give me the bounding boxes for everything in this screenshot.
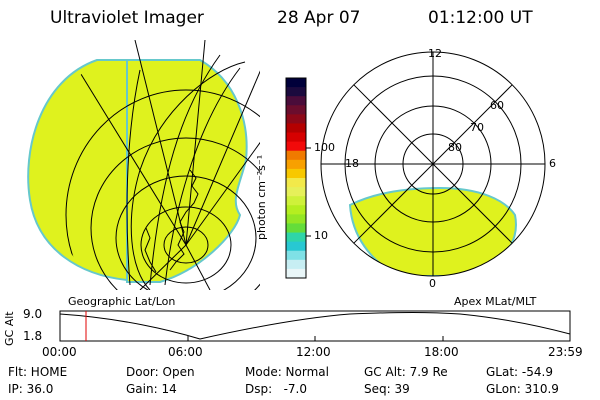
time-label: 01:12:00 UT (428, 8, 533, 28)
globe-grid (59, 40, 260, 290)
colorbar-segment (286, 87, 306, 97)
colorbar-segment (286, 232, 306, 243)
colorbar-segment (286, 178, 306, 188)
xtick-2359: 23:59 (548, 345, 583, 359)
geographic-map (27, 40, 260, 290)
dsp-info: Dsp: -7.0 (245, 382, 308, 396)
mlt-label-12: 12 (428, 47, 442, 60)
colorbar-segment (286, 141, 306, 152)
colorbar-segment (286, 150, 306, 161)
xtick-1800: 18:00 (424, 345, 459, 359)
gain-info: Gain: 14 (126, 382, 177, 396)
mlat-label-70: 70 (470, 121, 484, 134)
colorbar-segment (286, 159, 306, 170)
door-info: Door: Open (126, 365, 195, 379)
colorbar-segment (286, 96, 306, 106)
colorbar-segment (286, 123, 306, 134)
colorbar-segment (286, 259, 306, 270)
altitude-ytick-low: 1.8 (23, 329, 43, 343)
colorbar-segment (286, 78, 306, 88)
gc-alt-info: GC Alt: 7.9 Re (364, 365, 448, 379)
date-label: 28 Apr 07 (277, 8, 361, 28)
mlt-line-diag-2 (353, 84, 513, 244)
colorbar-segment (286, 214, 306, 224)
colorbar-segment (286, 114, 306, 124)
altitude-plot (59, 310, 571, 342)
mlt-label-18: 18 (345, 157, 359, 170)
right-panel-caption: Apex MLat/MLT (454, 295, 537, 308)
mlat-label-80: 80 (448, 141, 462, 154)
mlt-label-0: 0 (429, 277, 436, 290)
flt-info: Flt: HOME (8, 365, 68, 379)
mlt-label-6: 6 (549, 157, 556, 170)
colorbar-segment (286, 187, 306, 197)
xtick-0600: 06:00 (168, 345, 203, 359)
instrument-title: Ultraviolet Imager (50, 8, 204, 28)
coastline (144, 169, 199, 273)
colorbar-frame (285, 77, 307, 279)
colorbar-segment (286, 268, 306, 279)
seq-info: Seq: 39 (364, 382, 410, 396)
colorbar-segment (286, 241, 306, 252)
mode-info: Mode: Normal (245, 365, 329, 379)
left-panel-caption: Geographic Lat/Lon (68, 295, 176, 308)
colorbar (286, 78, 306, 279)
colorbar-unit-label: photon cm⁻²s⁻¹ (255, 154, 268, 240)
xtick-0000: 00:00 (42, 345, 77, 359)
colorbar-label-100: 100 (314, 141, 335, 154)
colorbar-segment (286, 196, 306, 206)
altitude-ytick-high: 9.0 (23, 307, 43, 321)
colorbar-segment (286, 168, 306, 179)
altitude-axis-label: GC Alt (3, 311, 16, 346)
colorbar-segment (286, 132, 306, 143)
colorbar-label-10: 10 (314, 229, 328, 242)
colorbar-segment (286, 250, 306, 261)
colorbar-segment (286, 223, 306, 234)
mlat-label-60: 60 (490, 99, 504, 112)
xtick-1200: 12:00 (296, 345, 331, 359)
polar-plot (320, 51, 546, 277)
colorbar-segment (286, 105, 306, 115)
ip-info: IP: 36.0 (8, 382, 54, 396)
glat-info: GLat: -54.9 (486, 365, 553, 379)
colorbar-segment (286, 205, 306, 215)
altitude-curve (59, 312, 571, 340)
glon-info: GLon: 310.9 (486, 382, 559, 396)
